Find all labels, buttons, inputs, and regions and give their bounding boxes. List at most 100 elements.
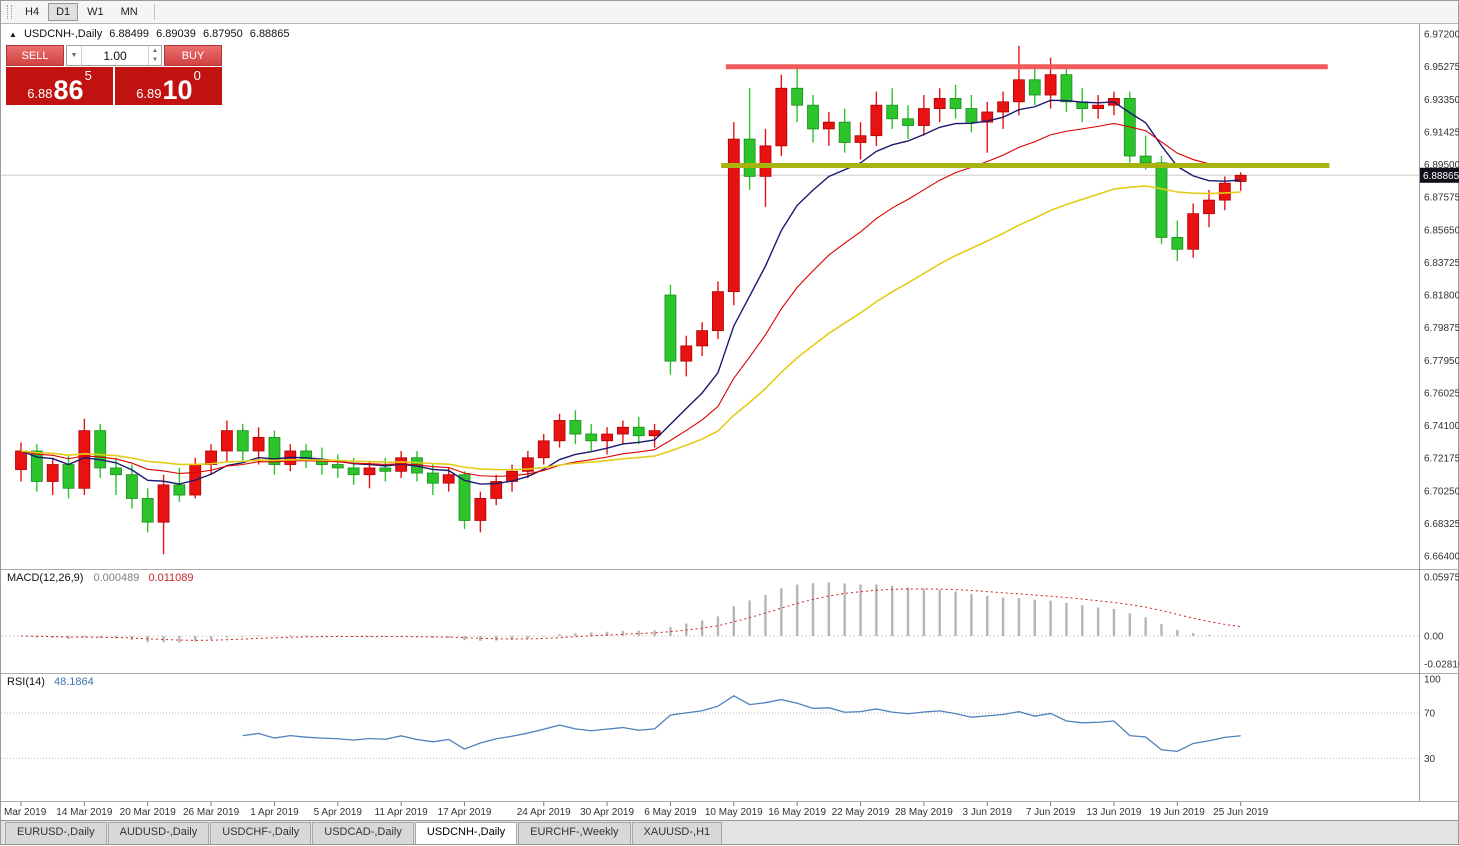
- svg-text:22 May 2019: 22 May 2019: [832, 807, 890, 818]
- rsi-axis[interactable]: 100 70 30: [1424, 675, 1441, 765]
- volume-dropdown-icon[interactable]: ▼: [67, 46, 82, 65]
- toolbar-grip[interactable]: [7, 5, 12, 19]
- tab-eurusd-daily[interactable]: EURUSD-,Daily: [5, 822, 107, 844]
- macd-pane-label: MACD(12,26,9) 0.000489 0.011089: [7, 572, 194, 584]
- date-axis[interactable]: 8 Mar 2019 14 Mar 2019 20 Mar 2019 26 Mar 2…: [1, 802, 1269, 818]
- svg-text:6.91425: 6.91425: [1424, 127, 1459, 138]
- toolbar-separator: [153, 4, 155, 20]
- tab-usdchf-daily[interactable]: USDCHF-,Daily: [210, 822, 312, 844]
- tab-eurchf-weekly[interactable]: EURCHF-,Weekly: [518, 822, 631, 844]
- svg-text:6.79875: 6.79875: [1424, 323, 1459, 334]
- svg-text:1 Apr 2019: 1 Apr 2019: [250, 807, 299, 818]
- svg-text:6.74100: 6.74100: [1424, 421, 1459, 432]
- macd-main-value: 0.000489: [93, 572, 140, 584]
- timeframe-button-mn[interactable]: MN: [120, 6, 138, 18]
- rsi-line: [242, 695, 1241, 753]
- svg-text:6.72175: 6.72175: [1424, 454, 1459, 465]
- sell-price-display[interactable]: 6.88 86 5: [6, 67, 113, 105]
- candles-layer: [15, 45, 1247, 555]
- svg-text:6.85650: 6.85650: [1424, 225, 1459, 236]
- svg-text:14 Mar 2019: 14 Mar 2019: [56, 807, 113, 818]
- svg-text:100: 100: [1424, 675, 1441, 686]
- rsi-pane-label: RSI(14) 48.1864: [7, 676, 94, 688]
- ohlc-open: 6.88499: [109, 28, 150, 40]
- buy-price-pipette: 0: [193, 68, 201, 83]
- buy-price-display[interactable]: 6.89 10 0: [115, 67, 222, 105]
- ma-fast-line: [20, 99, 1241, 485]
- svg-text:8 Mar 2019: 8 Mar 2019: [1, 807, 47, 818]
- svg-text:6.76025: 6.76025: [1424, 388, 1459, 399]
- buy-price-big: 10: [162, 75, 193, 105]
- tab-usdcnh-daily[interactable]: USDCNH-,Daily: [414, 822, 518, 844]
- buy-price-prefix: 6.89: [136, 86, 162, 101]
- ohlc-low: 6.87950: [202, 28, 243, 40]
- volume-input[interactable]: ▼ 1.00 ▲ ▼: [66, 45, 162, 66]
- volume-spin-down-icon[interactable]: ▼: [152, 57, 158, 64]
- svg-text:0.00: 0.00: [1424, 632, 1444, 643]
- buy-button[interactable]: BUY: [164, 45, 222, 66]
- svg-text:5 Apr 2019: 5 Apr 2019: [314, 807, 363, 818]
- rsi-name: RSI(14): [7, 676, 45, 688]
- volume-spinner: ▲ ▼: [148, 46, 161, 65]
- svg-text:28 May 2019: 28 May 2019: [895, 807, 953, 818]
- sell-price-pipette: 5: [84, 68, 92, 83]
- svg-text:24 Apr 2019: 24 Apr 2019: [517, 807, 571, 818]
- svg-text:6.83725: 6.83725: [1424, 258, 1459, 269]
- svg-text:30 Apr 2019: 30 Apr 2019: [580, 807, 634, 818]
- svg-text:25 Jun 2019: 25 Jun 2019: [1213, 807, 1268, 818]
- sell-price-big: 86: [53, 75, 84, 105]
- svg-text:6.77950: 6.77950: [1424, 356, 1459, 367]
- current-price-badge-text: 6.88865: [1423, 171, 1459, 182]
- svg-text:6 May 2019: 6 May 2019: [644, 807, 697, 818]
- volume-spin-up-icon[interactable]: ▲: [152, 47, 158, 54]
- sell-button[interactable]: SELL: [6, 45, 64, 66]
- svg-text:6.87575: 6.87575: [1424, 193, 1459, 204]
- tab-usdcad-daily[interactable]: USDCAD-,Daily: [312, 822, 414, 844]
- svg-text:0.059758: 0.059758: [1424, 573, 1459, 584]
- svg-text:17 Apr 2019: 17 Apr 2019: [438, 807, 492, 818]
- svg-text:6.66400: 6.66400: [1424, 552, 1459, 563]
- svg-text:6.93350: 6.93350: [1424, 95, 1459, 106]
- macd-axis[interactable]: 0.059758 0.00 -0.02816: [1424, 573, 1459, 671]
- svg-text:20 Mar 2019: 20 Mar 2019: [120, 807, 177, 818]
- rsi-value: 48.1864: [53, 676, 94, 688]
- collapse-panel-icon[interactable]: ▲: [9, 30, 17, 39]
- macd-name: MACD(12,26,9): [7, 572, 84, 584]
- svg-text:7 Jun 2019: 7 Jun 2019: [1026, 807, 1076, 818]
- symbol-name: USDCNH-,Daily: [23, 28, 103, 40]
- timeframe-button-h4[interactable]: H4: [25, 6, 40, 18]
- ma-mid-line: [20, 122, 1241, 477]
- svg-text:6.68325: 6.68325: [1424, 519, 1459, 530]
- ohlc-high: 6.89039: [156, 28, 196, 40]
- one-click-trade-panel: SELL ▼ 1.00 ▲ ▼ BUY 6.88 86 5 6.89 10 0: [6, 45, 222, 105]
- svg-text:6.89500: 6.89500: [1424, 160, 1459, 171]
- tab-audusd-daily[interactable]: AUDUSD-,Daily: [107, 822, 210, 844]
- macd-signal-value: 0.011089: [148, 572, 194, 584]
- svg-text:16 May 2019: 16 May 2019: [768, 807, 826, 818]
- svg-text:6.95275: 6.95275: [1424, 62, 1459, 73]
- tab-xauusd-h1[interactable]: XAUUSD-,H1: [631, 822, 723, 844]
- svg-text:70: 70: [1424, 708, 1436, 719]
- ma-slow-line: [20, 185, 1241, 471]
- timeframe-button-w1[interactable]: W1: [87, 6, 104, 18]
- svg-text:10 May 2019: 10 May 2019: [705, 807, 763, 818]
- svg-text:6.70250: 6.70250: [1424, 486, 1459, 497]
- svg-text:6.81800: 6.81800: [1424, 291, 1459, 302]
- sell-price-prefix: 6.88: [27, 86, 53, 101]
- svg-text:11 Apr 2019: 11 Apr 2019: [375, 807, 429, 818]
- svg-text:13 Jun 2019: 13 Jun 2019: [1086, 807, 1141, 818]
- chart-tab-bar: EURUSD-,Daily AUDUSD-,Daily USDCHF-,Daily U…: [1, 820, 1458, 844]
- svg-text:26 Mar 2019: 26 Mar 2019: [183, 807, 240, 818]
- volume-value[interactable]: 1.00: [103, 48, 127, 63]
- timeframe-button-d1[interactable]: D1: [48, 3, 79, 21]
- ohlc-close: 6.88865: [249, 28, 290, 40]
- symbol-info: ▲ USDCNH-,Daily 6.88499 6.89039 6.87950 …: [9, 28, 294, 40]
- svg-text:19 Jun 2019: 19 Jun 2019: [1150, 807, 1205, 818]
- price-axis[interactable]: 6.97200 6.95275 6.93350 6.91425 6.89500 6.875…: [1424, 30, 1459, 563]
- timeframe-toolbar: H4 D1 W1 MN: [1, 1, 1458, 24]
- svg-text:-0.02816: -0.02816: [1424, 659, 1459, 670]
- macd-signal-line: [20, 588, 1241, 641]
- current-price-badge: [1420, 167, 1459, 183]
- svg-text:6.97200: 6.97200: [1424, 30, 1459, 41]
